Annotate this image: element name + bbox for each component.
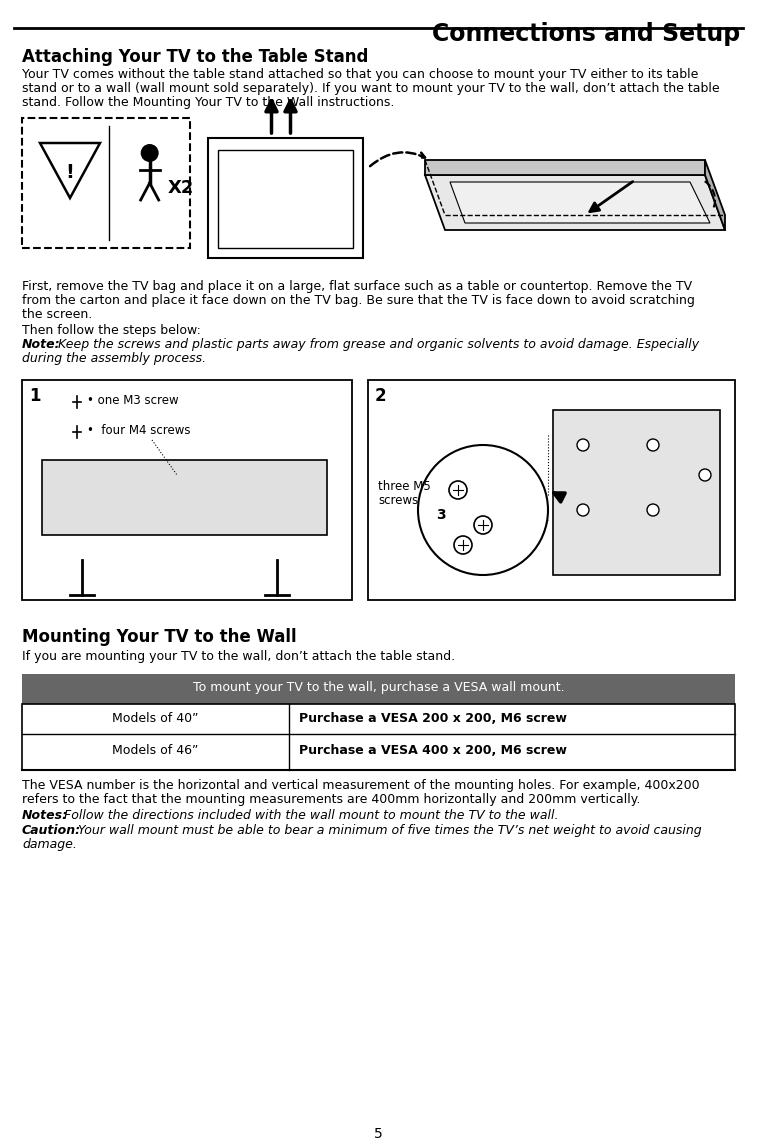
Bar bbox=[553, 409, 720, 575]
Polygon shape bbox=[42, 460, 327, 535]
Circle shape bbox=[647, 504, 659, 516]
Bar bbox=[22, 380, 352, 600]
Text: •  four M4 screws: • four M4 screws bbox=[87, 424, 191, 437]
Bar bbox=[22, 674, 735, 704]
Bar bbox=[368, 380, 735, 600]
Text: from the carton and place it face down on the TV bag. Be sure that the TV is fac: from the carton and place it face down o… bbox=[22, 294, 695, 307]
Text: X2: X2 bbox=[168, 179, 194, 197]
Bar bbox=[208, 138, 363, 258]
Text: First, remove the TV bag and place it on a large, flat surface such as a table o: First, remove the TV bag and place it on… bbox=[22, 280, 692, 292]
Text: Purchase a VESA 400 x 200, M6 screw: Purchase a VESA 400 x 200, M6 screw bbox=[299, 744, 567, 757]
Text: refers to the fact that the mounting measurements are 400mm horizontally and 200: refers to the fact that the mounting mea… bbox=[22, 793, 640, 806]
Text: 3: 3 bbox=[436, 508, 446, 522]
Text: screws: screws bbox=[378, 494, 419, 507]
Text: damage.: damage. bbox=[22, 838, 77, 851]
Polygon shape bbox=[425, 175, 725, 231]
Text: Connections and Setup: Connections and Setup bbox=[431, 22, 740, 46]
Text: If you are mounting your TV to the wall, don’t attach the table stand.: If you are mounting your TV to the wall,… bbox=[22, 650, 455, 663]
Circle shape bbox=[647, 439, 659, 451]
Circle shape bbox=[699, 469, 711, 481]
Polygon shape bbox=[425, 159, 705, 175]
Circle shape bbox=[577, 439, 589, 451]
Text: Your TV comes without the table stand attached so that you can choose to mount y: Your TV comes without the table stand at… bbox=[22, 68, 699, 81]
Text: To mount your TV to the wall, purchase a VESA wall mount.: To mount your TV to the wall, purchase a… bbox=[193, 681, 564, 694]
Text: Then follow the steps below:: Then follow the steps below: bbox=[22, 323, 201, 337]
Text: Attaching Your TV to the Table Stand: Attaching Your TV to the Table Stand bbox=[22, 48, 369, 67]
Text: 2: 2 bbox=[375, 387, 387, 405]
Text: !: ! bbox=[66, 163, 74, 182]
Text: stand. Follow the Mounting Your TV to the Wall instructions.: stand. Follow the Mounting Your TV to th… bbox=[22, 96, 394, 109]
Text: 5: 5 bbox=[374, 1128, 382, 1141]
Text: Models of 46”: Models of 46” bbox=[112, 744, 198, 757]
Text: the screen.: the screen. bbox=[22, 309, 92, 321]
Text: Your wall mount must be able to bear a minimum of five times the TV’s net weight: Your wall mount must be able to bear a m… bbox=[74, 824, 702, 837]
Text: Models of 40”: Models of 40” bbox=[112, 711, 198, 725]
Text: The VESA number is the horizontal and vertical measurement of the mounting holes: The VESA number is the horizontal and ve… bbox=[22, 779, 699, 791]
Polygon shape bbox=[705, 159, 725, 231]
Text: stand or to a wall (wall mount sold separately). If you want to mount your TV to: stand or to a wall (wall mount sold sepa… bbox=[22, 81, 720, 95]
Bar bbox=[22, 118, 190, 248]
Circle shape bbox=[577, 504, 589, 516]
Polygon shape bbox=[450, 182, 710, 223]
Text: Mounting Your TV to the Wall: Mounting Your TV to the Wall bbox=[22, 629, 297, 646]
Text: Notes:: Notes: bbox=[22, 809, 68, 822]
Text: Purchase a VESA 200 x 200, M6 screw: Purchase a VESA 200 x 200, M6 screw bbox=[299, 711, 567, 725]
Text: during the assembly process.: during the assembly process. bbox=[22, 352, 206, 365]
Text: • one M3 screw: • one M3 screw bbox=[87, 395, 179, 407]
Text: Keep the screws and plastic parts away from grease and organic solvents to avoid: Keep the screws and plastic parts away f… bbox=[54, 338, 699, 351]
Text: three M5: three M5 bbox=[378, 479, 431, 493]
Bar bbox=[22, 704, 735, 770]
Text: 1: 1 bbox=[29, 387, 41, 405]
Text: Follow the directions included with the wall mount to mount the TV to the wall.: Follow the directions included with the … bbox=[60, 809, 559, 822]
Bar bbox=[218, 150, 353, 248]
Circle shape bbox=[141, 145, 159, 162]
Text: Note:: Note: bbox=[22, 338, 61, 351]
Text: Caution:: Caution: bbox=[22, 824, 81, 837]
